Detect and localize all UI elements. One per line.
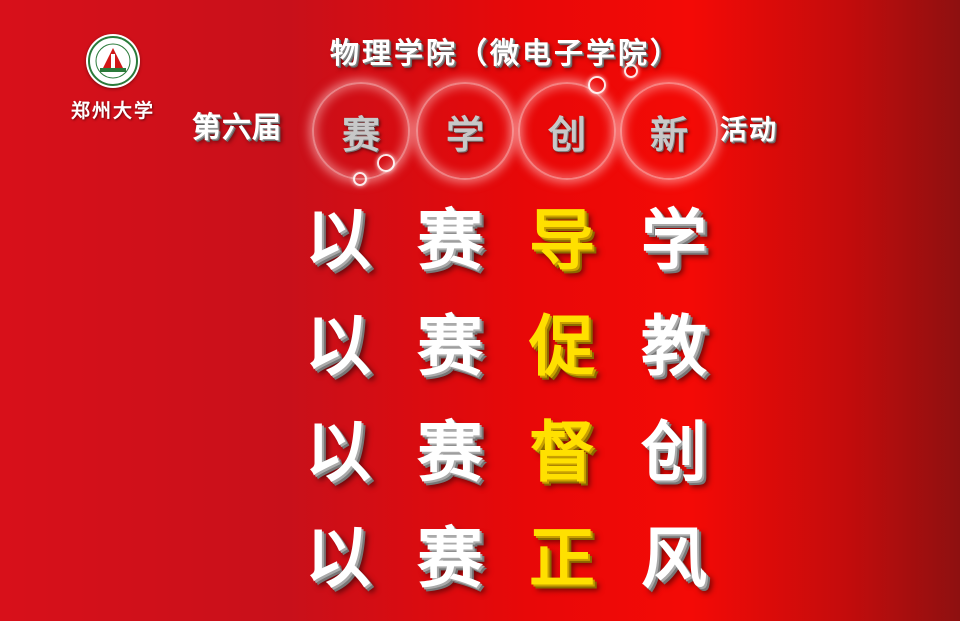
activity-label: 活动 bbox=[720, 115, 778, 146]
slogan-line-3: 以 赛 督 创 bbox=[296, 412, 716, 492]
slogan-4-char-4: 风 bbox=[641, 519, 707, 597]
circle-char-3: 创 bbox=[518, 82, 616, 180]
slogan-4-char-2: 赛 bbox=[417, 519, 483, 597]
circle-char-4-text: 新 bbox=[649, 111, 688, 157]
slogan-1-char-1: 以 bbox=[305, 201, 371, 279]
slogan-2-char-3: 促 bbox=[529, 307, 595, 385]
decorative-bubble bbox=[588, 76, 606, 94]
university-name: 郑州大学 bbox=[70, 100, 155, 122]
slogan-2-char-2: 赛 bbox=[417, 307, 483, 385]
decorative-bubble bbox=[377, 154, 395, 172]
circle-char-1: 赛 bbox=[312, 82, 410, 180]
slogan-1-char-2: 赛 bbox=[417, 201, 483, 279]
zhengzhou-university-emblem-icon bbox=[88, 36, 138, 86]
decorative-bubble bbox=[353, 172, 367, 186]
decorative-bubble bbox=[624, 64, 638, 78]
circle-char-2-text: 学 bbox=[445, 111, 484, 157]
university-logo bbox=[86, 34, 140, 88]
slogan-1-char-3: 导 bbox=[529, 201, 595, 279]
slogan-3-char-3: 督 bbox=[529, 413, 595, 491]
slogan-4-char-3: 正 bbox=[529, 519, 595, 597]
circle-char-3-text: 创 bbox=[547, 111, 586, 157]
circle-char-1-text: 赛 bbox=[341, 111, 380, 157]
slogan-3-char-4: 创 bbox=[641, 413, 707, 491]
edition-label: 第六届 bbox=[192, 110, 283, 144]
slogan-1-char-4: 学 bbox=[641, 201, 707, 279]
school-title: 物理学院（微电子学院） bbox=[330, 36, 683, 70]
slogan-3-char-2: 赛 bbox=[417, 413, 483, 491]
slogan-2-char-4: 教 bbox=[641, 307, 707, 385]
circle-char-2: 学 bbox=[416, 82, 514, 180]
slogan-line-4: 以 赛 正 风 bbox=[296, 518, 716, 598]
slogan-2-char-1: 以 bbox=[305, 307, 371, 385]
slogan-line-2: 以 赛 促 教 bbox=[296, 306, 716, 386]
slogan-3-char-1: 以 bbox=[305, 413, 371, 491]
circle-char-4: 新 bbox=[620, 82, 718, 180]
slogan-line-1: 以 赛 导 学 bbox=[296, 200, 716, 280]
slogan-4-char-1: 以 bbox=[305, 519, 371, 597]
